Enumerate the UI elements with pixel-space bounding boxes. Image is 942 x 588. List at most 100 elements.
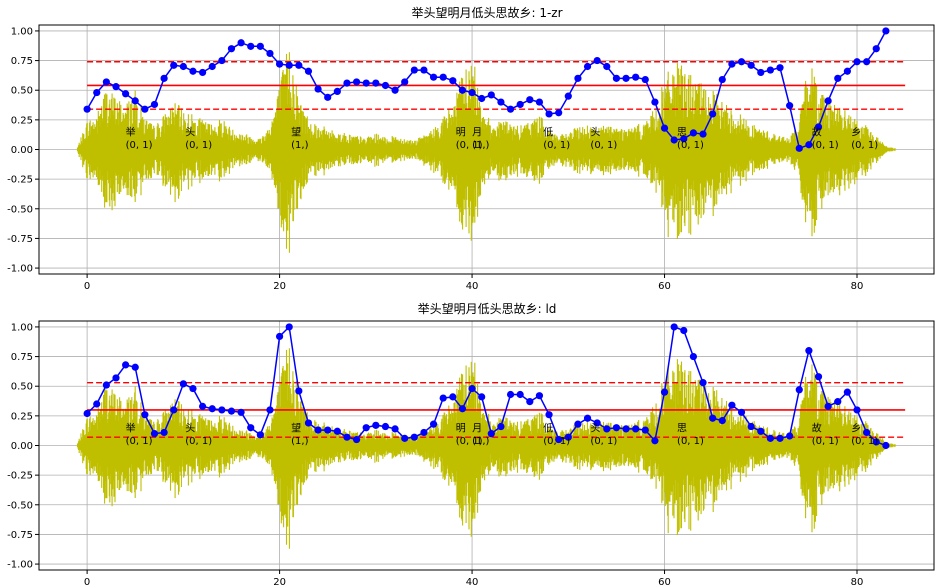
- data-point: [526, 96, 534, 104]
- data-point: [574, 420, 582, 428]
- x-tick-label: 80: [851, 577, 864, 588]
- annotation-char: 头: [590, 126, 600, 138]
- data-point: [766, 434, 774, 442]
- data-point: [93, 400, 101, 408]
- annotation-label: (0, 1): [185, 436, 212, 447]
- data-point: [583, 62, 592, 71]
- data-point: [622, 425, 630, 433]
- data-point: [333, 427, 341, 435]
- data-point: [227, 45, 236, 53]
- y-tick-label: 0.50: [11, 382, 33, 393]
- annotation-label: (0, 1): [812, 436, 839, 447]
- data-point: [141, 105, 149, 113]
- chart-title: 举头望明月低头思故乡: ld: [418, 301, 557, 316]
- data-point: [718, 417, 726, 425]
- data-point: [83, 409, 91, 418]
- x-tick-label: 0: [84, 577, 90, 588]
- data-point: [150, 430, 159, 438]
- annotation-char: 故: [812, 421, 822, 434]
- data-point: [102, 78, 110, 86]
- data-point: [420, 66, 428, 74]
- data-point: [314, 85, 322, 93]
- data-point: [814, 123, 823, 131]
- x-tick-label: 40: [466, 281, 479, 292]
- annotation-char: 月: [472, 422, 482, 434]
- annotation-char: 故: [812, 125, 822, 138]
- x-tick-label: 60: [658, 281, 671, 292]
- data-point: [275, 60, 284, 68]
- data-point: [122, 90, 130, 98]
- data-point: [670, 323, 678, 331]
- x-tick-label: 40: [466, 577, 479, 588]
- data-point: [882, 27, 890, 35]
- data-point: [420, 428, 428, 437]
- data-point: [208, 405, 216, 413]
- data-point: [583, 414, 592, 422]
- data-point: [689, 129, 698, 137]
- data-point: [112, 83, 120, 91]
- y-tick-label: -0.25: [7, 471, 33, 482]
- data-point: [843, 388, 851, 396]
- data-point: [256, 42, 264, 50]
- data-point: [757, 427, 765, 435]
- data-point: [516, 390, 524, 399]
- annotation-label: (0, 1): [456, 140, 483, 151]
- data-point: [304, 419, 313, 427]
- y-tick-label: 0.50: [11, 86, 33, 97]
- data-point: [372, 79, 380, 87]
- annotation-label: (0, 1): [185, 140, 212, 151]
- data-point: [795, 386, 803, 394]
- data-point: [266, 49, 274, 58]
- y-tick-label: -1.00: [7, 560, 33, 571]
- data-point: [256, 431, 264, 439]
- annotation-label: (0, 1): [677, 436, 704, 447]
- data-point: [805, 347, 813, 355]
- data-point: [429, 420, 438, 428]
- data-point: [632, 73, 640, 81]
- data-point: [593, 56, 601, 65]
- data-point: [853, 58, 861, 66]
- data-point: [757, 68, 765, 77]
- x-tick-label: 20: [273, 281, 286, 292]
- data-point: [189, 384, 197, 393]
- data-point: [564, 433, 572, 441]
- annotation-char: 望: [291, 125, 301, 138]
- annotation-label: (0, 1): [543, 436, 570, 447]
- data-point: [468, 384, 476, 393]
- annotation-char: 月: [472, 126, 482, 138]
- data-point: [458, 86, 467, 94]
- chart-title: 举头望明月低头思故乡: 1-zr: [411, 5, 562, 20]
- data-point: [651, 437, 659, 445]
- data-point: [102, 381, 110, 389]
- data-point: [564, 92, 572, 100]
- annotation-label: (1,): [472, 140, 489, 151]
- data-point: [478, 393, 486, 401]
- y-tick-label: -0.25: [7, 175, 33, 186]
- data-point: [131, 363, 139, 371]
- data-point: [814, 373, 823, 381]
- data-point: [401, 434, 409, 442]
- data-point: [352, 435, 361, 444]
- data-point: [603, 425, 611, 433]
- annotation-char: 思: [677, 422, 687, 434]
- data-point: [622, 74, 630, 82]
- x-tick-label: 0: [84, 281, 90, 292]
- data-point: [458, 405, 467, 413]
- annotation-char: 低: [543, 421, 553, 434]
- data-point: [218, 56, 226, 65]
- data-point: [324, 426, 332, 434]
- data-point: [429, 73, 438, 81]
- data-point: [612, 74, 621, 82]
- annotation-label: (0, 1): [126, 436, 153, 447]
- data-point: [199, 68, 207, 77]
- data-point: [487, 91, 495, 99]
- data-point: [391, 425, 399, 433]
- data-point: [372, 421, 380, 429]
- waveform: [76, 52, 896, 253]
- data-point: [747, 422, 755, 431]
- data-point: [709, 110, 717, 118]
- data-point: [660, 388, 669, 396]
- data-point: [718, 75, 726, 84]
- data-point: [612, 424, 621, 432]
- y-tick-label: 0.75: [11, 352, 33, 363]
